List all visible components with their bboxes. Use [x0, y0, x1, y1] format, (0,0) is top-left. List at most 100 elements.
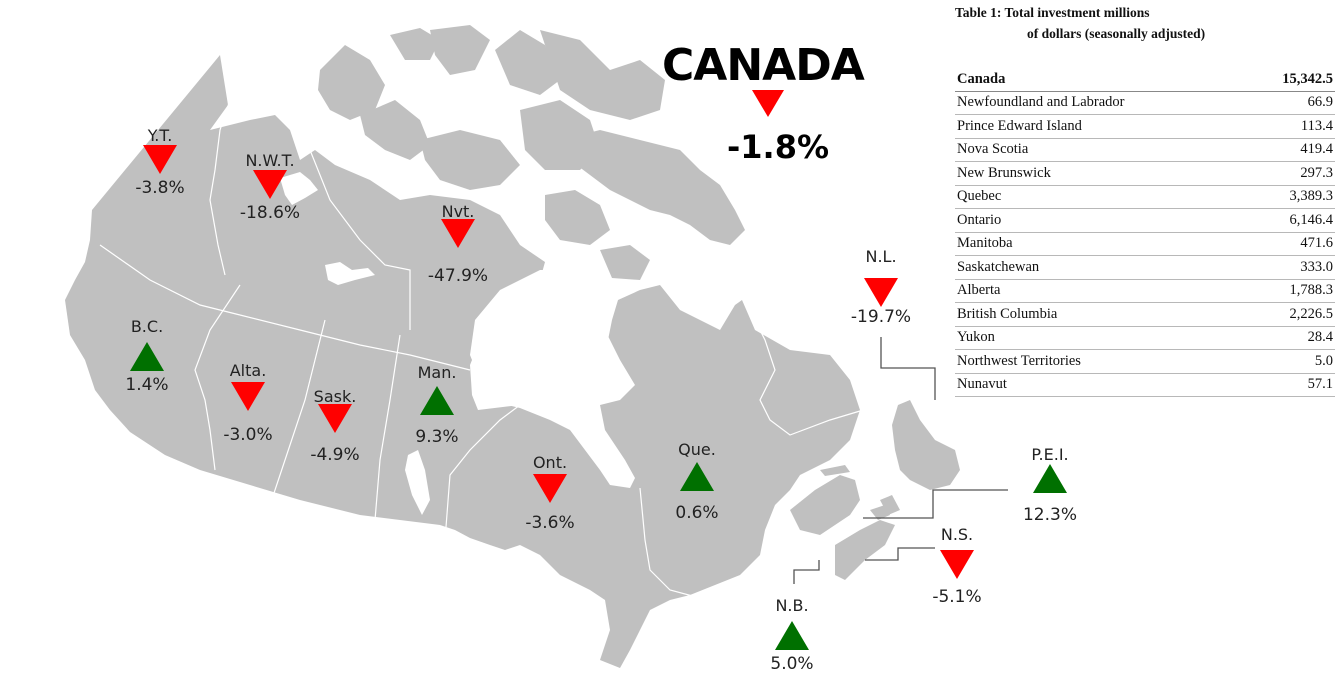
row-label: Northwest Territories	[955, 349, 1244, 374]
border-que-nl	[744, 299, 881, 436]
row-label: Nova Scotia	[955, 138, 1244, 162]
region-abbr: P.E.I.	[1031, 445, 1069, 464]
table-row: Saskatchewan 333.0	[955, 255, 1335, 280]
row-value: 297.3	[1243, 161, 1335, 186]
leader-line-nl	[880, 337, 936, 400]
region-marker-nb: N.B. 5.0%	[757, 596, 827, 675]
arctic-island	[360, 100, 430, 160]
table-row: British Columbia 2,226.5	[955, 302, 1335, 327]
up-arrow-icon	[775, 621, 809, 650]
region-marker-que: Que. 0.6%	[662, 440, 732, 524]
region-marker-man: Man. 9.3%	[402, 364, 472, 448]
table-row: Nova Scotia 419.4	[955, 138, 1335, 162]
region-marker-ont: Ont. -3.6%	[515, 453, 585, 534]
region-abbr: N.L.	[865, 247, 897, 266]
down-arrow-icon	[533, 474, 567, 503]
row-label: Manitoba	[955, 232, 1244, 256]
table-title: Table 1: Total investment millions of do…	[955, 2, 1335, 44]
border-bc-alta	[194, 284, 241, 471]
region-marker-ns: N.S. -5.1%	[922, 525, 992, 608]
table-row: Northwest Territories 5.0	[955, 349, 1335, 374]
region-abbr: Y.T.	[147, 126, 173, 145]
border-sask-man	[374, 334, 401, 521]
region-change: -3.6%	[525, 513, 575, 533]
border-man-ont	[444, 404, 521, 541]
region-change: 1.4%	[125, 375, 169, 395]
down-arrow-icon	[253, 170, 287, 199]
table-row: Nunavut 57.1	[955, 373, 1335, 397]
table-row: Manitoba 471.6	[955, 232, 1335, 256]
row-label: Nunavut	[955, 373, 1244, 397]
arctic-island	[540, 30, 665, 120]
down-arrow-icon	[318, 404, 352, 433]
up-arrow-icon	[1033, 464, 1067, 493]
baffin-island	[560, 130, 745, 245]
leader-line-nb	[793, 560, 820, 584]
region-change: -5.1%	[932, 587, 982, 607]
table-row-total: Canada 15,342.5	[955, 68, 1335, 92]
arctic-island	[495, 30, 560, 95]
down-arrow-icon	[143, 145, 177, 174]
region-marker-nl: N.L. -19.7%	[845, 247, 917, 328]
region-change: -18.6%	[239, 203, 301, 223]
anticosti-shape	[820, 465, 850, 476]
region-marker-bc: B.C. 1.4%	[112, 318, 182, 396]
up-arrow-icon	[130, 342, 164, 371]
border-60th-parallel	[239, 314, 471, 371]
mainland-shape	[65, 55, 860, 668]
region-change: -3.8%	[135, 178, 185, 198]
region-marker-pei: P.E.I. 12.3%	[1015, 445, 1085, 526]
maritimes-shape	[790, 475, 860, 535]
row-value: 333.0	[1243, 255, 1335, 280]
up-arrow-icon	[680, 462, 714, 491]
table-title-line1: Table 1: Total investment millions	[955, 5, 1150, 20]
row-value: 2,226.5	[1243, 302, 1335, 327]
arctic-island	[390, 28, 440, 60]
region-marker-alta: Alta. -3.0%	[213, 361, 283, 446]
region-change: -4.9%	[310, 445, 360, 465]
up-arrow-icon	[420, 386, 454, 415]
row-value: 471.6	[1243, 232, 1335, 256]
region-abbr: N.W.T.	[245, 151, 295, 170]
newfoundland-island	[892, 400, 960, 490]
region-abbr: N.B.	[775, 596, 809, 615]
row-value: 28.4	[1243, 326, 1335, 350]
row-value: 57.1	[1243, 373, 1335, 397]
row-value: 6,146.4	[1243, 208, 1335, 233]
leader-line-ns	[865, 547, 935, 561]
table-row: Ontario 6,146.4	[955, 208, 1335, 233]
row-value: 3,389.3	[1243, 185, 1335, 209]
border-nwt-nvt	[309, 149, 411, 330]
down-arrow-icon	[231, 382, 265, 411]
region-abbr: Que.	[678, 440, 716, 459]
region-abbr: Ont.	[532, 453, 568, 472]
border-alta-sask	[269, 319, 326, 506]
region-abbr: N.S.	[940, 525, 974, 544]
table-row: Quebec 3,389.3	[955, 185, 1335, 209]
row-label: New Brunswick	[955, 161, 1244, 186]
region-abbr: Sask.	[313, 387, 357, 406]
hudson-bay	[470, 270, 635, 488]
table-row: Newfoundland and Labrador 66.9	[955, 91, 1335, 115]
region-change: 12.3%	[1022, 505, 1077, 525]
border-yt-nwt	[209, 99, 231, 276]
region-change: 9.3%	[415, 427, 459, 447]
row-label: Canada	[955, 68, 1244, 92]
row-label: Prince Edward Island	[955, 114, 1244, 139]
region-marker-nwt: N.W.T. -18.6%	[230, 151, 310, 224]
row-value: 113.4	[1243, 114, 1335, 139]
row-label: Yukon	[955, 326, 1244, 350]
region-change: -3.0%	[223, 425, 273, 445]
region-marker-nvt: Nvt. -47.9%	[418, 203, 498, 287]
region-change: -47.9%	[427, 266, 489, 286]
region-abbr: Alta.	[229, 361, 267, 380]
border-ont-que	[639, 487, 701, 599]
cape-breton-shape	[880, 495, 900, 515]
row-label: British Columbia	[955, 302, 1244, 327]
row-value: 419.4	[1243, 138, 1335, 162]
region-marker-yt: Y.T. -3.8%	[125, 126, 195, 199]
down-arrow-icon	[441, 219, 475, 248]
arctic-island	[420, 130, 520, 190]
nova-scotia-shape	[835, 520, 895, 580]
